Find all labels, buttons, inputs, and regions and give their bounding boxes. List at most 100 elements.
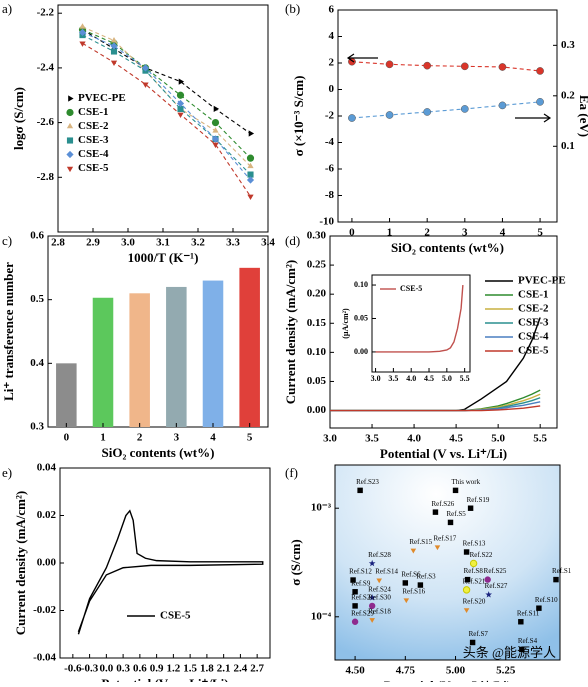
x-tick-label: 3.3 bbox=[226, 237, 240, 249]
watermark: 头条 @能源学人 bbox=[463, 645, 556, 660]
x-axis-label: Potential (V vs. Li⁺/Li) bbox=[384, 678, 511, 682]
marker bbox=[247, 162, 254, 169]
marker bbox=[385, 111, 394, 119]
y2-tick-label: 0.1 bbox=[561, 140, 575, 152]
point-label: Ref.S1 bbox=[552, 567, 572, 575]
point bbox=[351, 618, 359, 625]
marker bbox=[536, 98, 544, 106]
y-axis-label: Current density (mA/cm²) bbox=[13, 491, 28, 635]
point bbox=[484, 576, 491, 583]
point-label: Ref.S29 bbox=[351, 609, 374, 617]
plot-frame bbox=[59, 467, 271, 659]
arrows bbox=[346, 53, 552, 123]
legend-marker bbox=[66, 150, 74, 159]
legend-label: CSE-5 bbox=[78, 162, 109, 174]
arrow-right bbox=[515, 113, 552, 123]
x-tick-label: 3.5 bbox=[388, 374, 398, 383]
series-line bbox=[82, 31, 251, 181]
y-tick-label: 0.20 bbox=[307, 288, 327, 300]
marker bbox=[423, 108, 432, 116]
point-label: Ref.S27 bbox=[485, 582, 508, 590]
series-line bbox=[82, 29, 251, 134]
x-tick-label: 0.6 bbox=[133, 663, 147, 675]
x-tick-label: 4.75 bbox=[396, 665, 416, 677]
marker bbox=[498, 63, 507, 71]
point bbox=[485, 591, 493, 598]
bar bbox=[129, 293, 150, 427]
panel-label: (d) bbox=[285, 233, 300, 248]
marker bbox=[177, 112, 184, 118]
panel: 0 1 2 3 4 5 -10 -8 -6 -4 -2 0 2 4 6 0.1 0.2 0.3 SiO₂ conte… bbox=[285, 1, 588, 255]
point bbox=[368, 559, 376, 567]
y-tick-label: 6 bbox=[329, 4, 335, 16]
x-tick-label: 2 bbox=[424, 227, 430, 239]
marker bbox=[536, 67, 544, 75]
y-tick-label: 0.00 bbox=[307, 404, 327, 416]
point bbox=[452, 487, 459, 494]
point bbox=[469, 559, 478, 568]
bar bbox=[239, 267, 260, 427]
point-label: Ref.S22 bbox=[470, 551, 493, 559]
point-label: Ref.S19 bbox=[467, 496, 490, 504]
y-tick-label: 0.30 bbox=[307, 230, 327, 242]
x-axis-label: Potential (V vs. Li⁺/Li) bbox=[380, 446, 507, 461]
x-tick-label: 5.0 bbox=[491, 433, 505, 445]
point-label: Ref.S6 bbox=[401, 571, 421, 579]
x-tick-label: 5.0 bbox=[442, 374, 452, 383]
x-tick-label: 1.5 bbox=[183, 663, 197, 675]
point-label: Ref.S8 bbox=[464, 567, 484, 575]
point bbox=[352, 589, 358, 595]
marker bbox=[348, 114, 356, 122]
point bbox=[536, 605, 542, 611]
y-axis-label: Current density (mA/cm²) bbox=[283, 260, 298, 404]
x-tick-label: 2.9 bbox=[86, 237, 100, 249]
x-tick-label: 3.2 bbox=[191, 237, 205, 249]
point-label: Ref.S20 bbox=[463, 597, 486, 605]
x-tick-label: 5.00 bbox=[446, 665, 466, 677]
x-tick-label: 0 bbox=[64, 432, 70, 444]
point-label: This work bbox=[452, 478, 481, 486]
x-axis-label: 1000/T (K⁻¹) bbox=[128, 250, 199, 265]
series-line bbox=[351, 61, 541, 72]
panel-label: (f) bbox=[285, 465, 298, 480]
y-axis-label: logσ (S/cm) bbox=[11, 87, 26, 150]
panel-label: (b) bbox=[285, 1, 300, 16]
panel: 0.3 0.4 0.5 0.6 SiO₂ contents (wt%) Li⁺ trans… bbox=[1, 230, 269, 460]
y-tick-label: 4 bbox=[329, 30, 335, 42]
legend-marker bbox=[66, 108, 74, 117]
point-label: Ref.S28 bbox=[368, 551, 391, 559]
legend-label: PVEC-PE bbox=[518, 275, 566, 287]
y-tick-label: 0.10 bbox=[307, 346, 327, 358]
legend-label: CSE-1 bbox=[78, 106, 109, 118]
point-label: Ref.S7 bbox=[469, 630, 489, 638]
legend-label: CSE-3 bbox=[518, 317, 549, 329]
y-axis-label: σ (S/cm) bbox=[288, 539, 303, 585]
marker bbox=[142, 82, 149, 88]
x-tick-label: 1 bbox=[100, 432, 106, 444]
marker bbox=[79, 41, 86, 47]
marker bbox=[141, 64, 150, 72]
x-tick-label: 2.7 bbox=[250, 663, 264, 675]
y-axis-label: (μA/cm²) bbox=[341, 308, 350, 339]
y-tick-label: 0.5 bbox=[30, 293, 44, 305]
x-tick-label: 4.0 bbox=[407, 433, 421, 445]
marker bbox=[460, 105, 469, 113]
x-tick-label: 4.5 bbox=[449, 433, 463, 445]
marker bbox=[211, 119, 220, 127]
legend-label: CSE-1 bbox=[518, 289, 549, 301]
x-axis-label: SiO₂ contents (wt%) bbox=[102, 445, 215, 460]
x-tick-label: 4.0 bbox=[406, 374, 416, 383]
point-label: Ref.S15 bbox=[409, 538, 432, 546]
legend-marker bbox=[66, 137, 74, 144]
plot-frame bbox=[371, 274, 471, 373]
x-tick-label: 5.25 bbox=[496, 665, 516, 677]
point-label: Ref.S5 bbox=[447, 510, 467, 518]
marker bbox=[176, 99, 185, 108]
y-tick-label: -6 bbox=[325, 163, 335, 175]
y-tick-label: 10⁻⁴ bbox=[311, 610, 332, 622]
point-label: Ref.S13 bbox=[463, 540, 486, 548]
series-line bbox=[82, 42, 251, 197]
marker bbox=[110, 48, 118, 55]
point-label: Ref.S11 bbox=[517, 609, 540, 617]
y-tick-label: -0.02 bbox=[33, 604, 56, 616]
